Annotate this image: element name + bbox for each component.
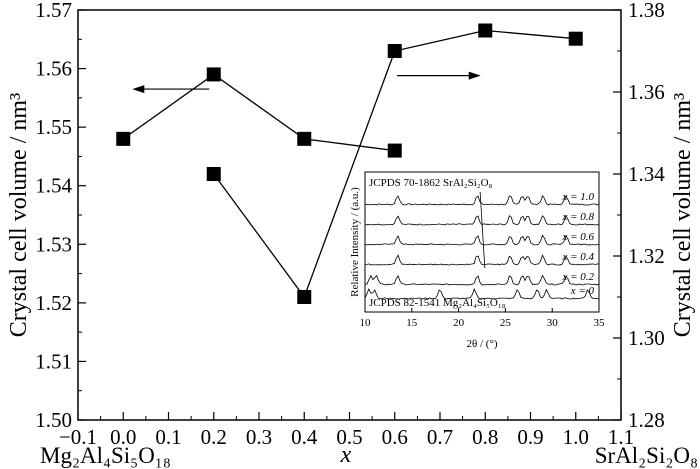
inset-x-tick-label: 20	[453, 317, 465, 329]
inset-trace	[364, 287, 600, 300]
y-right-axis-ticks: 1.28 1.30 1.32 1.34 1.36 1.38	[613, 0, 665, 432]
y-right-tick-label: 1.38	[628, 0, 665, 22]
inset-x-tick-label: 15	[406, 317, 418, 329]
inset-traces: x = 1.0 x = 0.8 x = 0.6 x = 0.4 x = 0.2 x = 0	[364, 191, 600, 300]
inset-trace-label: x = 1.0	[561, 191, 594, 203]
inset-trace	[364, 194, 600, 206]
x-axis-ticks: −0.1 0.0 0.1 0.2 0.3 0.4 0.5 0.6 0.7 0.8 0.9 1.0 1.1	[59, 412, 634, 449]
inset-x-tick-label: 10	[360, 317, 372, 329]
inset-xrd-panel: x = 1.0 x = 0.8 x = 0.6 x = 0.4 x = 0.2 x = 0…	[349, 171, 606, 350]
x-tick-label: 0.2	[201, 425, 227, 449]
y-left-tick-label: 1.56	[35, 57, 72, 81]
arrow-right-head	[468, 71, 481, 80]
y-left-tick-label: 1.52	[35, 291, 72, 315]
x-tick-label: 0.4	[291, 425, 318, 449]
inset-x-tick-label: 35	[594, 317, 606, 329]
inset-x-tick-label: 25	[500, 317, 512, 329]
data-marker-left	[116, 131, 131, 146]
inset-x-axis-title: 2θ / (°)	[466, 338, 497, 350]
inset-trace-label: x = 0.6	[561, 231, 594, 243]
y-left-tick-label: 1.51	[35, 349, 72, 373]
x-tick-label: 0.1	[155, 425, 181, 449]
inset-trace	[364, 234, 600, 246]
data-marker-left	[387, 143, 402, 158]
x-tick-label: 0.3	[246, 425, 272, 449]
inset-trace-label: x = 0.2	[561, 271, 594, 283]
x-tick-label: 0.9	[517, 425, 543, 449]
data-marker-right	[387, 44, 402, 58]
y-left-tick-label: 1.53	[35, 232, 72, 256]
inset-frame	[364, 171, 600, 313]
arrow-left-head	[132, 85, 145, 94]
inset-trace	[365, 254, 600, 266]
y-left-tick-label: 1.50	[35, 408, 72, 432]
inset-x-ticks: 10 15 20 25 30 35	[360, 308, 606, 329]
y-left-axis-ticks: 1.50 1.51 1.52 1.53 1.54 1.55 1.56 1.57	[35, 0, 86, 432]
data-marker-left	[297, 131, 312, 146]
inset-peak-guide	[479, 191, 486, 269]
inset-trace-label: x = 0	[570, 285, 595, 297]
axis-arrows	[132, 71, 481, 94]
data-marker-right	[297, 290, 312, 304]
inset-trace	[364, 274, 600, 286]
x-tick-label: −0.1	[59, 425, 97, 449]
inset-trace-label: x = 0.4	[561, 251, 594, 263]
y-right-tick-label: 1.32	[628, 244, 665, 268]
x-tick-label: 0.7	[427, 425, 453, 449]
x-tick-label: 0.0	[110, 425, 136, 449]
y-right-tick-label: 1.34	[628, 162, 665, 186]
x-axis-title: x	[340, 442, 352, 468]
y-left-tick-label: 1.57	[35, 0, 72, 22]
y-right-tick-label: 1.28	[628, 408, 665, 432]
data-marker-left	[206, 67, 221, 82]
x-tick-label: 0.5	[336, 425, 362, 449]
data-marker-right	[206, 167, 221, 181]
x-tick-label: 0.6	[382, 425, 408, 449]
y-right-axis-title: Crystal cell volume / nm³	[670, 93, 696, 338]
y-left-tick-label: 1.54	[35, 174, 72, 198]
inset-top-reference-label: JCPDS 70-1862 SrAl₂Si₂O₈	[369, 177, 493, 189]
y-left-axis-title: Crystal cell volume / nm³	[6, 93, 32, 338]
data-marker-right	[568, 31, 583, 46]
x-tick-label: 1.1	[608, 425, 634, 449]
y-left-tick-label: 1.55	[35, 115, 72, 139]
x-tick-label: 1.0	[563, 425, 589, 449]
series-line-left	[122, 73, 395, 152]
bottom-right-compound-label: SrAl₂Si₂O₈	[595, 443, 698, 468]
inset-x-tick-label: 30	[547, 317, 559, 329]
inset-y-axis-title: Relative Intensity / (a.u.)	[349, 187, 361, 297]
x-tick-label: 0.8	[472, 425, 498, 449]
inset-trace-label: x = 0.8	[561, 211, 594, 223]
series-group	[116, 23, 583, 304]
inset-bottom-reference-label: JCPDS 82-1541 Mg₂Al₄Si₅O₁₈	[369, 297, 506, 309]
bottom-left-compound-label: Mg₂Al₄Si₅O₁₈	[40, 443, 171, 468]
data-marker-right	[478, 23, 493, 38]
y-right-tick-label: 1.36	[628, 80, 665, 104]
y-right-tick-label: 1.30	[628, 326, 665, 350]
